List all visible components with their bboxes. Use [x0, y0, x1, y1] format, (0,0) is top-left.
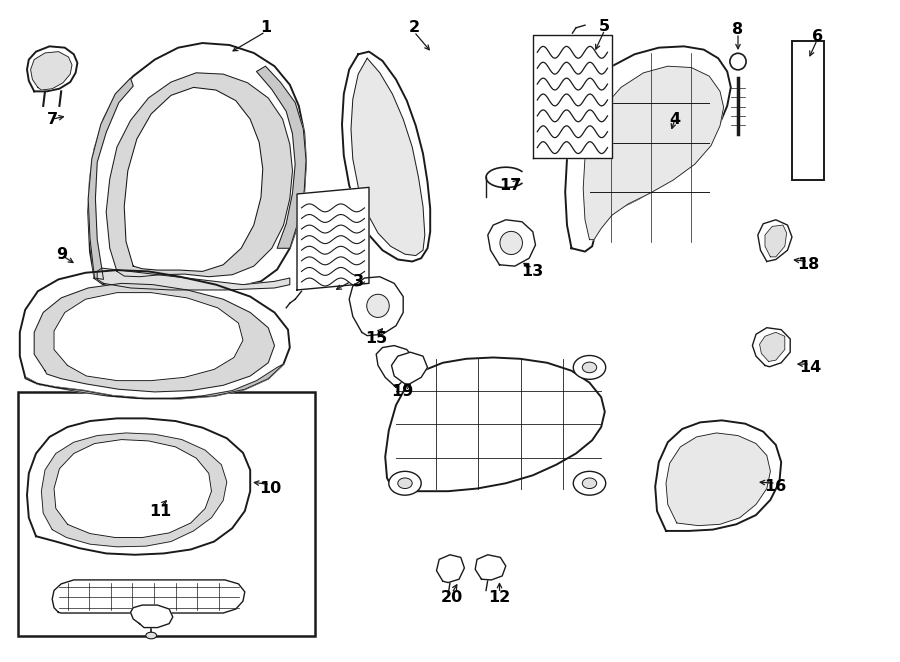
Polygon shape	[583, 66, 724, 240]
Circle shape	[573, 355, 606, 379]
Ellipse shape	[500, 232, 522, 254]
Polygon shape	[256, 66, 306, 248]
Polygon shape	[25, 364, 283, 399]
Polygon shape	[34, 283, 274, 392]
Text: 13: 13	[522, 264, 544, 279]
Polygon shape	[20, 270, 290, 399]
Circle shape	[398, 478, 412, 489]
Polygon shape	[52, 580, 245, 613]
Polygon shape	[385, 357, 605, 491]
Text: 2: 2	[409, 21, 419, 35]
Polygon shape	[436, 555, 464, 583]
Polygon shape	[760, 332, 785, 361]
Bar	[792, 41, 824, 180]
Text: 5: 5	[599, 19, 610, 34]
Polygon shape	[88, 43, 306, 286]
Text: 3: 3	[353, 274, 364, 289]
Text: 16: 16	[765, 479, 787, 494]
Polygon shape	[54, 440, 212, 538]
Ellipse shape	[730, 54, 746, 70]
Ellipse shape	[367, 294, 389, 318]
Text: 9: 9	[56, 248, 67, 262]
Polygon shape	[666, 433, 770, 526]
Circle shape	[573, 471, 606, 495]
Text: 6: 6	[812, 29, 823, 44]
Circle shape	[582, 478, 597, 489]
Text: 12: 12	[489, 590, 510, 604]
Circle shape	[582, 362, 597, 373]
Text: 1: 1	[260, 21, 271, 35]
Circle shape	[398, 362, 412, 373]
Ellipse shape	[146, 632, 157, 639]
Bar	[18, 392, 315, 636]
Circle shape	[389, 355, 421, 379]
Polygon shape	[392, 352, 428, 384]
Polygon shape	[54, 293, 243, 381]
Polygon shape	[130, 605, 173, 628]
Text: 18: 18	[797, 258, 819, 272]
Polygon shape	[475, 555, 506, 580]
Polygon shape	[565, 46, 731, 252]
Text: 10: 10	[259, 481, 281, 496]
Polygon shape	[351, 58, 425, 256]
Polygon shape	[27, 418, 250, 555]
Text: 20: 20	[441, 590, 463, 604]
Circle shape	[389, 471, 421, 495]
Text: 19: 19	[392, 385, 413, 399]
Polygon shape	[765, 225, 787, 257]
Polygon shape	[88, 78, 133, 279]
Polygon shape	[41, 433, 227, 547]
Polygon shape	[655, 420, 781, 531]
Polygon shape	[124, 87, 263, 271]
Polygon shape	[533, 35, 612, 158]
Text: 7: 7	[47, 112, 58, 126]
Text: 17: 17	[500, 178, 521, 193]
Text: 8: 8	[733, 23, 743, 37]
Polygon shape	[106, 73, 292, 277]
Polygon shape	[31, 52, 72, 90]
Polygon shape	[752, 328, 790, 367]
Text: 4: 4	[670, 112, 680, 126]
Polygon shape	[349, 277, 403, 336]
Polygon shape	[376, 346, 414, 387]
Polygon shape	[297, 187, 369, 290]
Text: 11: 11	[149, 504, 171, 518]
Text: 15: 15	[365, 332, 387, 346]
Polygon shape	[342, 52, 430, 261]
Text: 14: 14	[799, 360, 821, 375]
Polygon shape	[97, 268, 290, 290]
Polygon shape	[27, 46, 77, 91]
Polygon shape	[758, 220, 792, 261]
Polygon shape	[488, 220, 536, 266]
